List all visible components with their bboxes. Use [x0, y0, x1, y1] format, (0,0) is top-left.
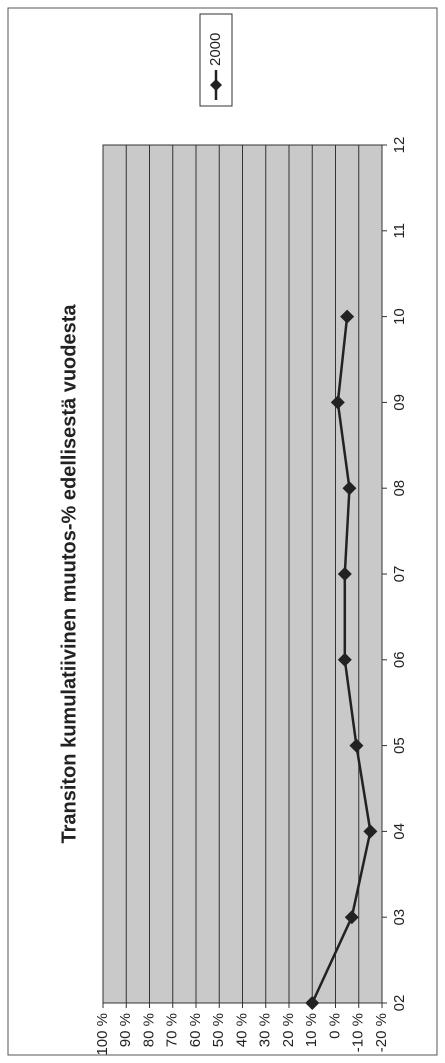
legend-marker	[210, 79, 222, 91]
y-tick-label: 40 %	[233, 1013, 250, 1047]
marker	[349, 738, 364, 753]
x-tick-label: 03	[391, 909, 408, 926]
marker	[337, 567, 352, 581]
x-tick-label: 09	[391, 394, 408, 411]
x-tick-label: 07	[391, 566, 408, 583]
y-tick-label: 10 %	[303, 1013, 320, 1047]
marker	[305, 996, 320, 1010]
y-tick-label: 90 %	[117, 1013, 134, 1047]
x-tick-label: 04	[391, 823, 408, 840]
x-tick-label: 10	[391, 308, 408, 325]
y-tick-label: -20 %	[373, 1013, 390, 1052]
legend-label: 2000	[207, 33, 224, 66]
marker	[337, 652, 352, 667]
y-tick-label: 50 %	[210, 1013, 227, 1047]
chart-title: Transiton kumulatiivinen muutos-% edelli…	[58, 304, 80, 844]
y-tick-label: 100 %	[94, 1013, 111, 1056]
y-tick-label: -10 %	[350, 1013, 367, 1052]
x-tick-label: 06	[391, 651, 408, 668]
y-tick-label: 70 %	[164, 1013, 181, 1047]
marker	[340, 309, 355, 324]
y-tick-label: 80 %	[140, 1013, 157, 1047]
x-tick-label: 11	[391, 223, 408, 239]
x-tick-label: 12	[391, 137, 408, 154]
y-tick-label: 60 %	[187, 1013, 204, 1047]
marker	[330, 395, 345, 410]
x-tick-label: 05	[391, 737, 408, 754]
marker	[363, 824, 378, 839]
marker	[342, 481, 357, 496]
marker	[344, 910, 359, 925]
y-tick-label: 0 %	[326, 1013, 343, 1039]
y-tick-label: 30 %	[257, 1013, 274, 1047]
x-tick-label: 02	[391, 995, 408, 1012]
x-tick-label: 08	[391, 480, 408, 497]
y-tick-label: 20 %	[280, 1013, 297, 1047]
